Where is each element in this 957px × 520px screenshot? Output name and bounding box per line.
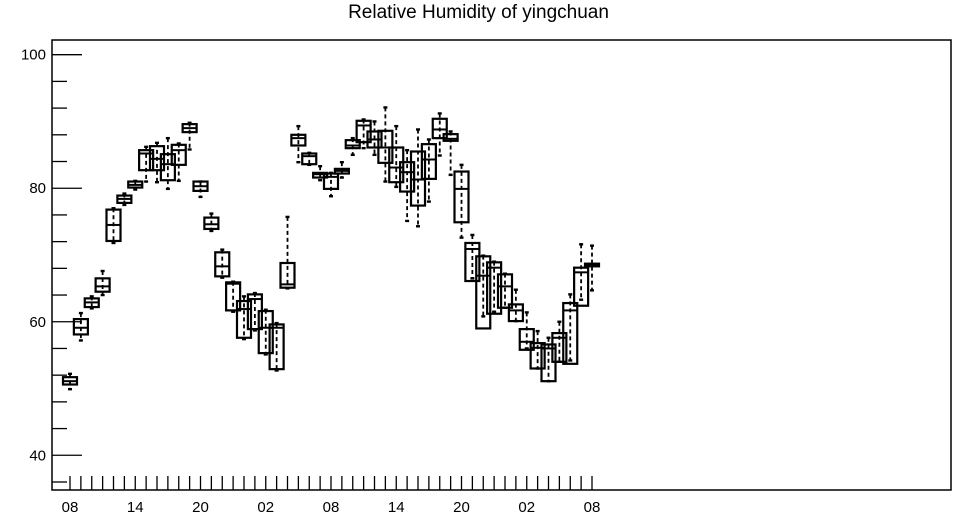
y-tick-label: 40 [29,447,46,464]
box-iqr [420,143,437,180]
box-plot [94,269,111,297]
box-plot [322,171,340,198]
box-iqr [399,161,416,193]
box-plot [312,164,329,182]
box-plot [138,145,155,183]
box-plot [268,321,285,372]
box-plot [192,180,209,199]
x-tick-label: 14 [127,499,144,516]
x-tick-label: 02 [518,499,535,516]
x-tick-label: 08 [323,499,340,516]
x-axis: 08 14 20 02 08 14 20 02 08 [62,476,601,516]
box-plot [203,212,220,233]
box-plot [225,280,242,313]
x-tick-label: 20 [192,499,209,516]
plot-frame [51,39,952,491]
box-plot [496,272,514,309]
box-plot [431,112,448,157]
box-plot [279,215,296,290]
box-plot [127,179,144,191]
box-plot [72,311,89,342]
box-plot [464,233,481,283]
box-plot [475,254,492,330]
box-plot [486,260,503,315]
box-plot [420,138,437,203]
box-plot [344,136,361,157]
box-plot [116,192,133,207]
box-plot [507,288,524,323]
x-tick-label: 14 [388,499,405,516]
box-plot [333,160,350,179]
box-plot [105,207,122,245]
box-plot [181,121,198,151]
x-tick-label: 20 [453,499,470,516]
chart-title: Relative Humidity of yingchuan [348,2,609,23]
box-plot [170,142,187,183]
box-plot [453,163,470,239]
box-plot [214,248,231,279]
box-plot [442,130,459,177]
x-tick-label: 08 [62,499,79,516]
y-tick-label: 100 [21,47,46,64]
box-plot [301,151,318,167]
box-plot [562,293,579,365]
box-series [61,106,601,391]
y-tick-label: 80 [29,180,46,197]
box-plot [518,311,535,351]
x-tick-label: 02 [257,499,274,516]
x-tick-label: 08 [584,499,601,516]
box-plot [83,295,100,310]
box-plot [61,372,79,391]
y-axis: 40 60 80 100 [21,47,82,483]
box-iqr [312,171,329,179]
box-iqr [235,299,253,339]
box-plot [290,124,307,164]
box-plot [583,244,601,292]
y-tick-label: 60 [29,314,46,331]
box-plot [388,124,405,189]
box-plot [573,243,590,307]
